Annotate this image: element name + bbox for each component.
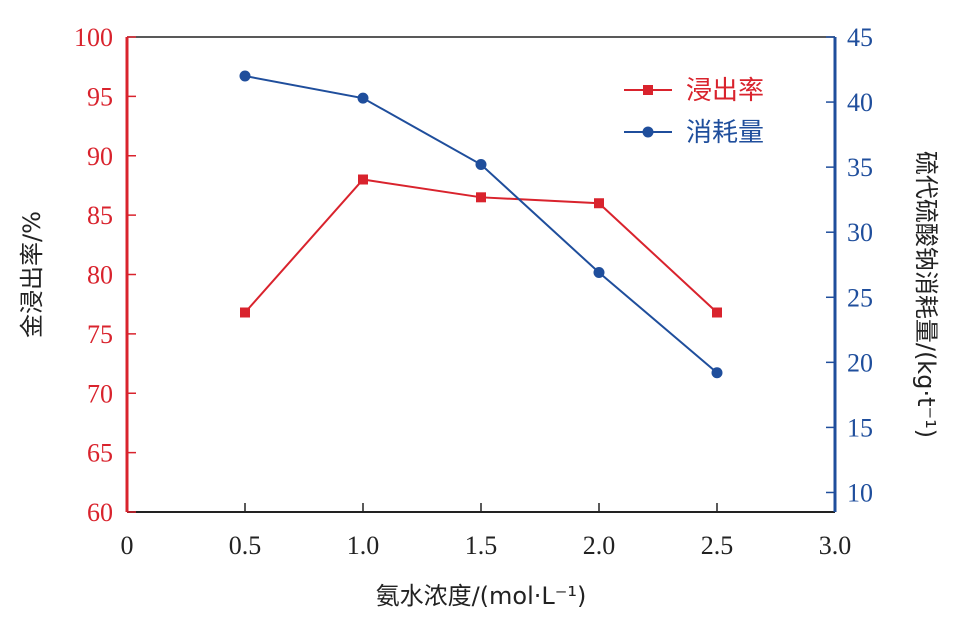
series-line-consumption (244, 75, 718, 374)
data-point-consumption (711, 367, 723, 379)
legend: 浸出率 消耗量 (624, 76, 764, 148)
data-point-leaching-rate (712, 307, 722, 318)
right-y-axis-title: 硫代硫酸钠消耗量/(kg·t⁻¹) (912, 151, 940, 438)
right-y-axis: 10 15 20 25 30 35 40 45 (826, 23, 873, 507)
legend-marker-leaching-rate (643, 85, 653, 95)
left-y-tick-label: 65 (87, 439, 113, 468)
x-tick-label: 2.5 (701, 531, 734, 560)
x-axis-title: 氨水浓度/(mol·L⁻¹) (376, 582, 587, 610)
x-tick-label: 0 (121, 531, 134, 560)
x-tick-label: 2.0 (583, 531, 616, 560)
plot-frame (125, 36, 837, 513)
x-tick-label: 0.5 (229, 531, 262, 560)
right-y-tick-label: 25 (847, 283, 873, 312)
data-point-consumption (475, 159, 487, 171)
right-y-tick-label: 15 (847, 413, 873, 442)
data-point-leaching-rate (476, 192, 486, 203)
data-point-leaching-rate (358, 174, 368, 185)
left-y-tick-label: 100 (74, 23, 113, 52)
data-point-consumption (357, 92, 369, 104)
left-y-tick-label: 85 (87, 201, 113, 230)
x-tick-label: 1.0 (347, 531, 380, 560)
legend-label-consumption: 消耗量 (686, 118, 764, 148)
x-axis: 0 0.5 1.0 1.5 2.0 2.5 3.0 (121, 503, 852, 560)
data-point-leaching-rate (240, 307, 250, 318)
legend-label-leaching-rate: 浸出率 (686, 76, 764, 106)
left-y-axis: 60 65 70 75 80 85 90 95 100 (74, 23, 136, 527)
data-point-consumption (239, 70, 251, 82)
left-y-tick-label: 70 (87, 379, 113, 408)
right-y-tick-label: 35 (847, 153, 873, 182)
right-y-tick-label: 20 (847, 348, 873, 377)
data-point-consumption (593, 267, 605, 279)
left-y-tick-label: 60 (87, 498, 113, 527)
legend-item-leaching-rate: 浸出率 (624, 76, 764, 106)
right-y-tick-label: 30 (847, 218, 873, 247)
right-y-tick-label: 10 (847, 478, 873, 507)
left-y-tick-label: 90 (87, 142, 113, 171)
left-y-axis-title: 金浸出率/% (18, 211, 46, 338)
left-y-tick-label: 75 (87, 320, 113, 349)
x-tick-label: 3.0 (819, 531, 852, 560)
series-layer (239, 70, 723, 379)
left-y-tick-label: 95 (87, 82, 113, 111)
legend-item-consumption: 消耗量 (624, 118, 764, 148)
legend-marker-consumption (642, 126, 654, 138)
right-y-tick-label: 45 (847, 23, 873, 52)
right-y-tick-label: 40 (847, 88, 873, 117)
data-point-leaching-rate (594, 198, 604, 209)
left-y-tick-label: 80 (87, 261, 113, 290)
x-tick-label: 1.5 (465, 531, 498, 560)
